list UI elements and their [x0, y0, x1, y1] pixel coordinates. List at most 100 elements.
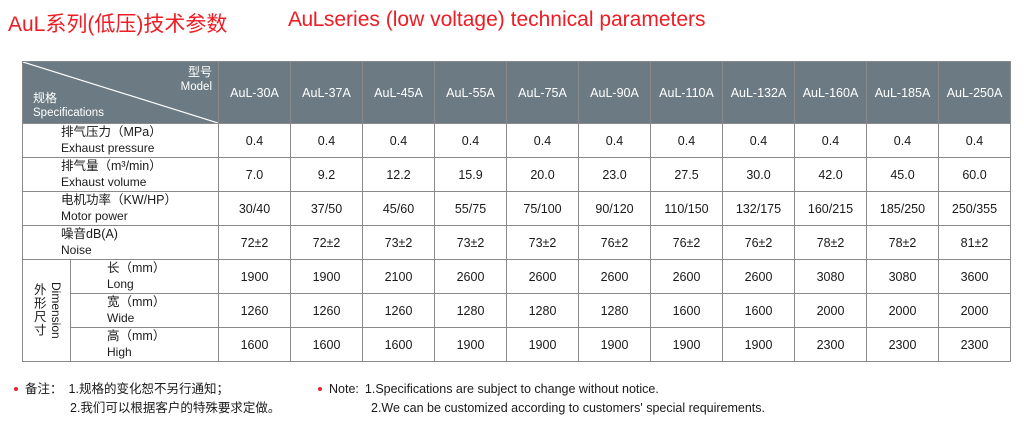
- cell: 2000: [938, 293, 1011, 328]
- row-label-noise: 噪音dB(A) Noise: [22, 225, 219, 260]
- cell: 1260: [218, 293, 291, 328]
- column-header-model-10: AuL-250A: [938, 61, 1011, 124]
- cell: 1600: [362, 327, 435, 362]
- column-header-model-8: AuL-160A: [794, 61, 867, 124]
- header-spec-cn: 规格: [33, 91, 58, 106]
- table-row: 噪音dB(A) Noise 72±2 72±2 73±2 73±2 73±2 7…: [22, 225, 1011, 260]
- cell: 1900: [578, 327, 651, 362]
- cell: 45.0: [866, 157, 939, 192]
- cell: 60.0: [938, 157, 1011, 192]
- cell: 30.0: [722, 157, 795, 192]
- cell: 1900: [218, 259, 291, 294]
- cell: 7.0: [218, 157, 291, 192]
- cell: 185/250: [866, 191, 939, 226]
- cell: 1600: [290, 327, 363, 362]
- row-label-cn: 排气量（m³/min）: [61, 159, 162, 174]
- cell: 78±2: [866, 225, 939, 260]
- dimension-group-inner: 外形尺寸 Dimension: [23, 282, 70, 339]
- row-label-cn: 长（mm）: [107, 261, 166, 276]
- cell: 76±2: [722, 225, 795, 260]
- title-row: AuL系列(低压)技术参数 AuLseries (low voltage) te…: [0, 8, 1024, 46]
- row-label-en: Motor power: [61, 209, 128, 224]
- cell: 1900: [650, 327, 723, 362]
- header-corner-cell: 型号 Model 规格 Specifications: [22, 61, 219, 124]
- header-model-label: 型号 Model: [181, 65, 212, 94]
- cell: 1900: [290, 259, 363, 294]
- footnote-english-line-1: Note: 1.Specifications are subject to ch…: [318, 380, 765, 399]
- cell: 3080: [866, 259, 939, 294]
- cell: 42.0: [794, 157, 867, 192]
- cell: 3080: [794, 259, 867, 294]
- header-spec-label: 规格 Specifications: [33, 91, 104, 120]
- cell: 0.4: [650, 123, 723, 158]
- cell: 0.4: [506, 123, 579, 158]
- row-label-motor-power: 电机功率（KW/HP） Motor power: [22, 191, 219, 226]
- footnote-chinese-line-1: 备注： 1.规格的变化恕不另行通知；: [14, 380, 280, 399]
- dimension-group-cn: 外形尺寸: [31, 283, 46, 338]
- cell: 2300: [866, 327, 939, 362]
- cell: 72±2: [290, 225, 363, 260]
- cell: 76±2: [578, 225, 651, 260]
- cell: 160/215: [794, 191, 867, 226]
- page-title-english: AuLseries (low voltage) technical parame…: [288, 8, 706, 32]
- cell: 250/355: [938, 191, 1011, 226]
- row-label-long: 长（mm） Long: [70, 259, 219, 294]
- table-row: 电机功率（KW/HP） Motor power 30/40 37/50 45/6…: [22, 191, 1011, 226]
- footnote-chinese-text-1: 1.规格的变化恕不另行通知；: [68, 382, 229, 396]
- row-label-en: Exhaust pressure: [61, 141, 155, 156]
- cell: 1900: [506, 327, 579, 362]
- table-row: 宽（mm） Wide 1260 1260 1260 1280 1280 1280…: [23, 293, 1011, 328]
- page-title-english-rest: series (low voltage) technical parameter…: [323, 8, 706, 31]
- row-label-exhaust-volume: 排气量（m³/min） Exhaust volume: [22, 157, 219, 192]
- cell: 2600: [578, 259, 651, 294]
- table-row: 排气压力（MPa） Exhaust pressure 0.4 0.4 0.4 0…: [22, 123, 1011, 158]
- cell: 12.2: [362, 157, 435, 192]
- footnote-chinese-line-2: 2.我们可以根据客户的特殊要求定做。: [14, 399, 280, 418]
- cell: 1280: [434, 293, 507, 328]
- table-row: 外形尺寸 Dimension 长（mm） Long 1900 1900 2100…: [22, 259, 1011, 362]
- column-header-model-5: AuL-90A: [578, 61, 651, 124]
- footnote-english-line-2: 2.We can be customized according to cust…: [318, 399, 765, 418]
- cell: 1900: [434, 327, 507, 362]
- row-label-en: Noise: [61, 243, 92, 258]
- column-header-model-7: AuL-132A: [722, 61, 795, 124]
- footnote-english-text-2: 2.We can be customized according to cust…: [371, 401, 766, 416]
- cell: 37/50: [290, 191, 363, 226]
- row-label-cn: 高（mm）: [107, 329, 166, 344]
- cell: 132/175: [722, 191, 795, 226]
- cell: 2300: [938, 327, 1011, 362]
- cell: 20.0: [506, 157, 579, 192]
- cell: 0.4: [866, 123, 939, 158]
- cell: 23.0: [578, 157, 651, 192]
- row-label-cn: 噪音dB(A): [61, 227, 118, 242]
- table-header-row: 型号 Model 规格 Specifications AuL-30A AuL-3…: [22, 61, 1011, 124]
- cell: 78±2: [794, 225, 867, 260]
- cell: 2300: [794, 327, 867, 362]
- cell: 73±2: [362, 225, 435, 260]
- cell: 15.9: [434, 157, 507, 192]
- diagonal-divider-icon: [23, 62, 218, 123]
- cell: 2100: [362, 259, 435, 294]
- header-model-cn: 型号: [187, 65, 212, 79]
- footnote-chinese-label: 备注：: [25, 382, 63, 396]
- footnote-english-text-1: 1.Specifications are subject to change w…: [364, 382, 659, 396]
- footnote-english: Note: 1.Specifications are subject to ch…: [318, 380, 765, 419]
- footnote-chinese: 备注： 1.规格的变化恕不另行通知； 2.我们可以根据客户的特殊要求定做。: [14, 380, 280, 419]
- cell: 1260: [362, 293, 435, 328]
- page-title-chinese: AuL系列(低压)技术参数: [8, 13, 228, 36]
- cell: 0.4: [578, 123, 651, 158]
- cell: 3600: [938, 259, 1011, 294]
- dimension-group-label: 外形尺寸 Dimension: [22, 259, 71, 362]
- row-label-cn: 宽（mm）: [107, 295, 166, 310]
- row-label-wide: 宽（mm） Wide: [70, 293, 219, 328]
- cell: 1280: [578, 293, 651, 328]
- row-label-cn: 电机功率（KW/HP）: [61, 193, 177, 208]
- header-model-en: Model: [180, 80, 212, 93]
- cell: 45/60: [362, 191, 435, 226]
- cell: 90/120: [578, 191, 651, 226]
- cell: 0.4: [434, 123, 507, 158]
- cell: 9.2: [290, 157, 363, 192]
- row-label-en: Long: [107, 277, 134, 292]
- cell: 73±2: [434, 225, 507, 260]
